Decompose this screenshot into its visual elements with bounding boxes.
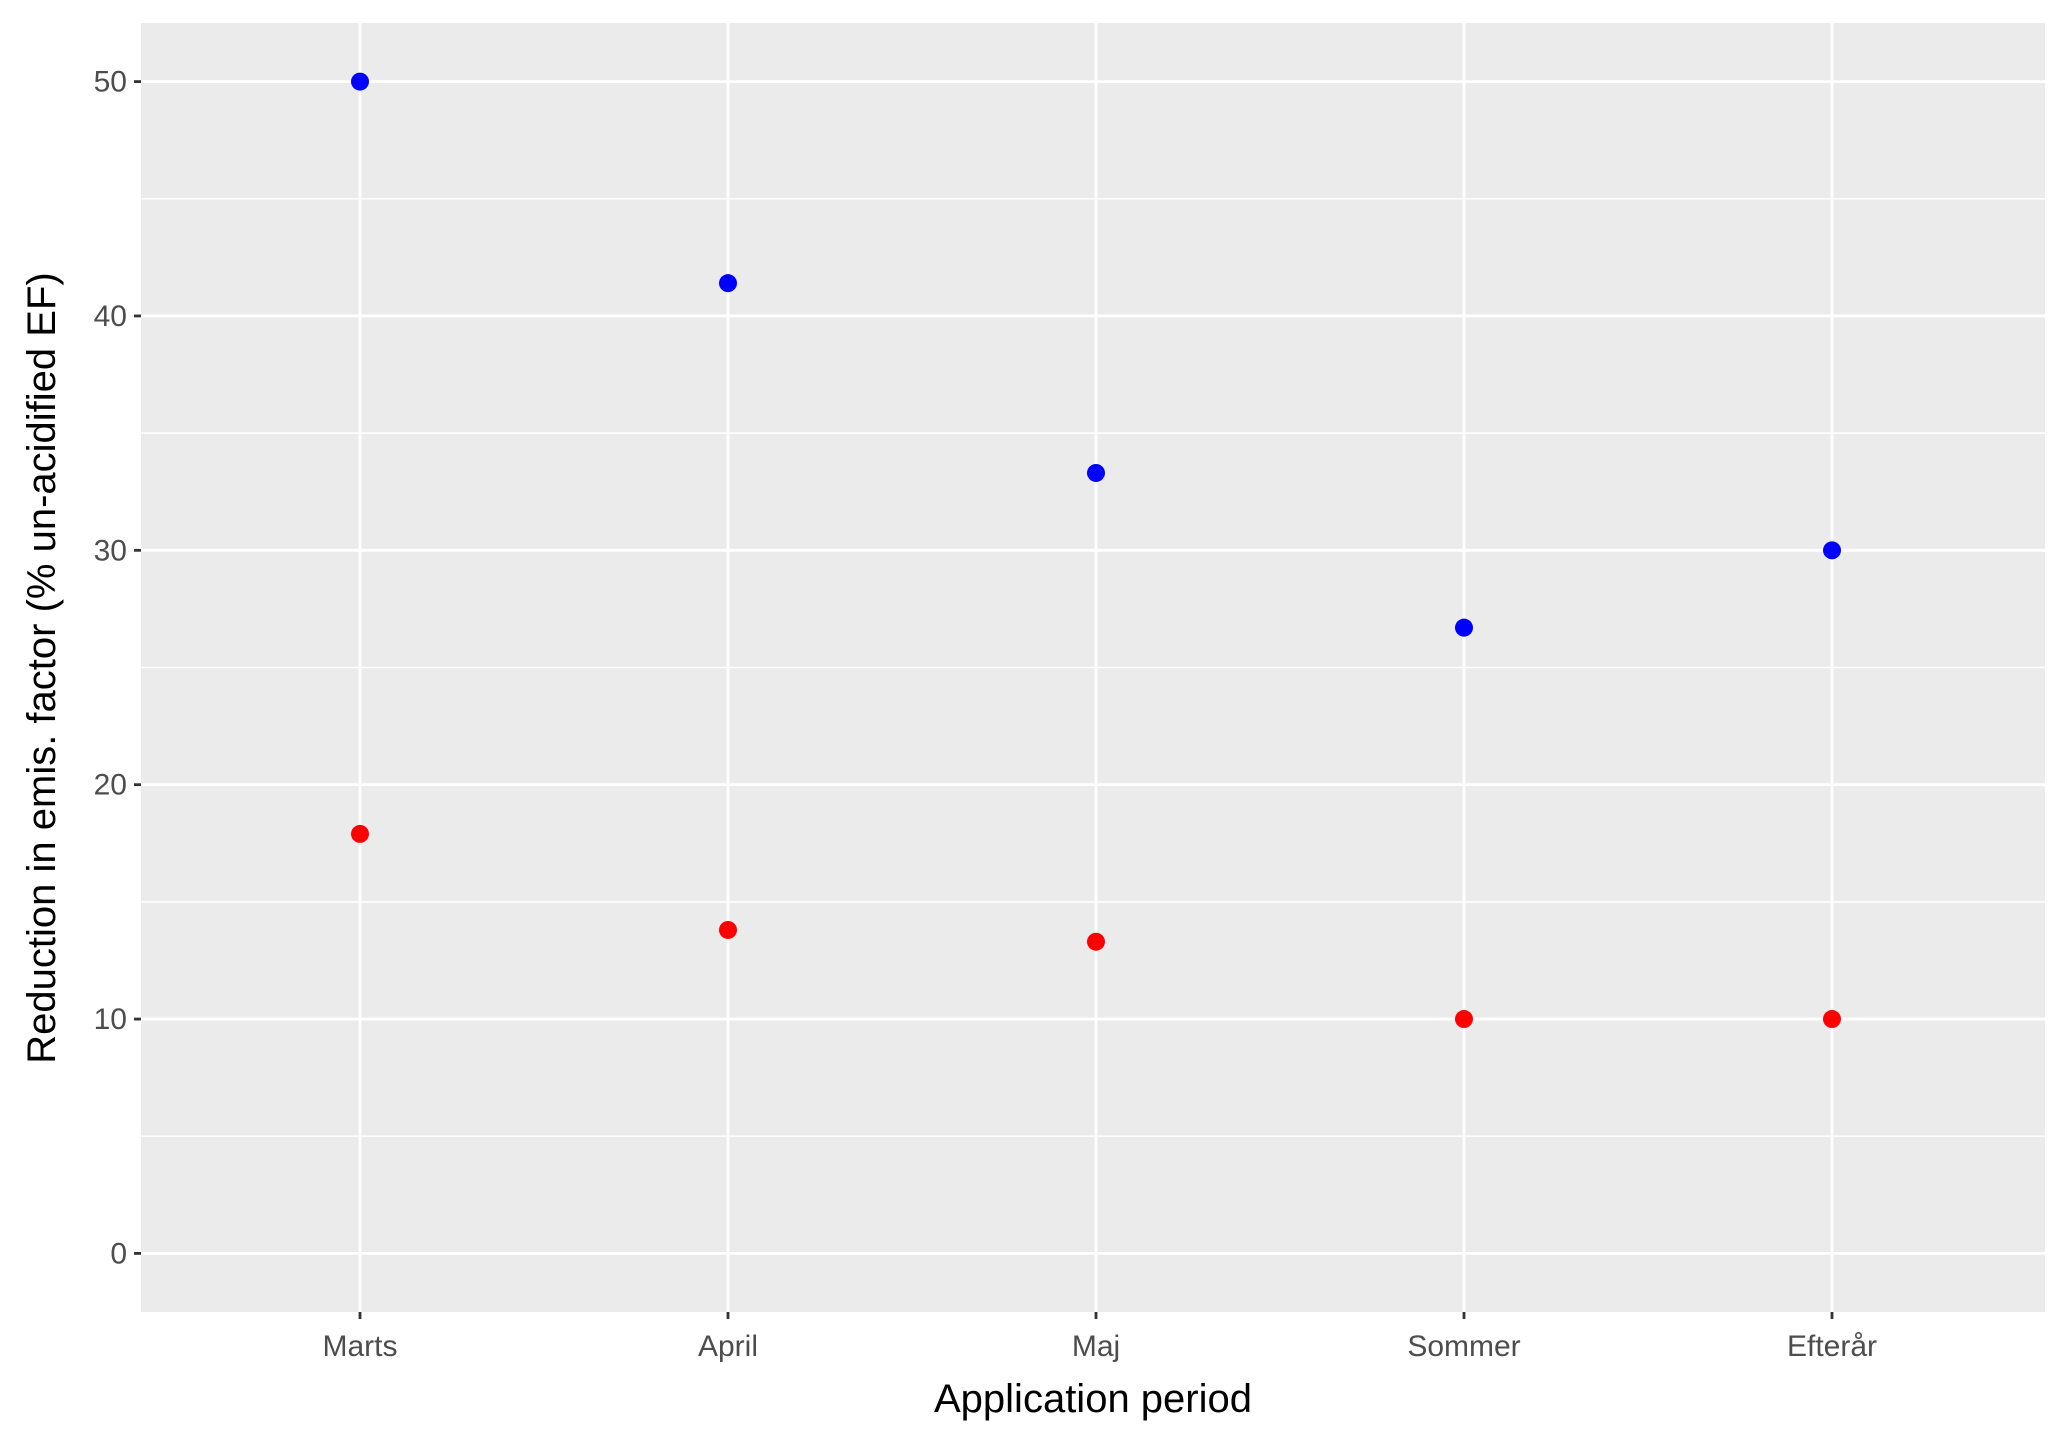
x-tick-label: Efterår (1787, 1330, 1877, 1363)
y-tick-label: 20 (94, 769, 127, 802)
data-point (1823, 1010, 1841, 1029)
x-axis-title: Application period (934, 1377, 1252, 1421)
y-tick-label: 10 (94, 1003, 127, 1036)
x-tick-label: Maj (1072, 1330, 1120, 1363)
y-tick-label: 30 (94, 534, 127, 567)
data-point (719, 274, 737, 293)
data-point (719, 920, 737, 939)
data-point (351, 72, 369, 91)
x-axis: Marts April Maj Sommer Efterår (323, 1312, 1877, 1363)
minor-gridlines (141, 198, 2045, 1137)
data-points (351, 72, 1841, 1029)
data-point (1455, 1010, 1473, 1029)
data-point (1087, 932, 1105, 951)
y-axis: 0 10 20 30 40 50 (94, 66, 141, 1270)
data-point (1823, 541, 1841, 560)
y-tick-label: 40 (94, 300, 127, 333)
data-point (351, 824, 369, 843)
data-point (1087, 463, 1105, 482)
x-tick-label: Sommer (1407, 1330, 1520, 1363)
x-tick-label: April (698, 1330, 758, 1363)
data-point (1455, 618, 1473, 637)
y-axis-title: Reduction in emis. factor (% un-acidifie… (20, 272, 64, 1063)
y-tick-label: 50 (94, 66, 127, 99)
x-tick-label: Marts (323, 1330, 398, 1363)
y-tick-label: 0 (110, 1237, 127, 1270)
major-gridlines (141, 23, 2045, 1312)
